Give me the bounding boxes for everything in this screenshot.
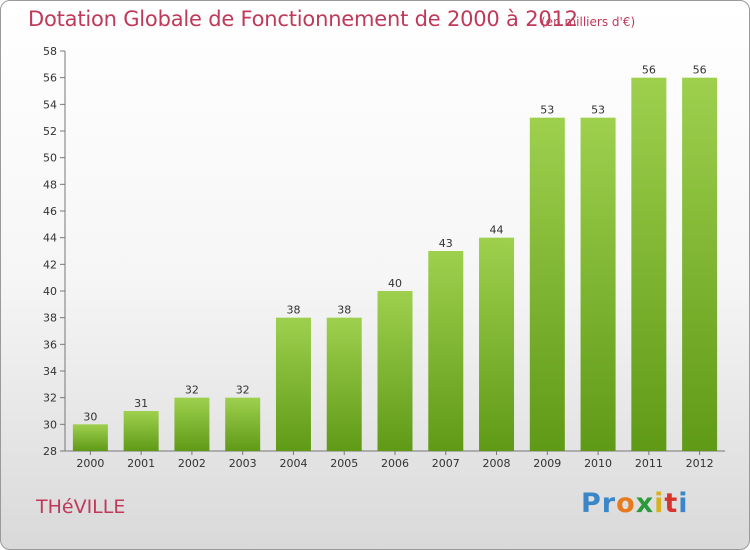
x-tick-label: 2009	[533, 457, 561, 470]
y-tick-label: 32	[43, 392, 57, 405]
y-tick-label: 48	[43, 178, 57, 191]
y-tick-label: 34	[43, 365, 57, 378]
bar-value-label: 38	[286, 304, 300, 317]
logo-letter: i	[678, 488, 689, 519]
x-tick-label: 2010	[584, 457, 612, 470]
x-tick-label: 2002	[178, 457, 206, 470]
bar-value-label: 44	[490, 224, 504, 237]
bar	[529, 117, 565, 452]
y-tick-label: 36	[43, 338, 57, 351]
bar	[72, 424, 108, 451]
bar-value-label: 38	[337, 304, 351, 317]
y-tick-label: 38	[43, 312, 57, 325]
logo-letter: i	[654, 488, 665, 519]
x-tick-label: 2008	[483, 457, 511, 470]
bar-value-label: 40	[388, 277, 402, 290]
x-tick-label: 2011	[635, 457, 663, 470]
logo-letter: o	[616, 488, 636, 519]
y-tick-label: 54	[43, 98, 57, 111]
bar-value-label: 32	[185, 384, 199, 397]
x-tick-label: 2006	[381, 457, 409, 470]
logo-letter: x	[635, 488, 655, 519]
y-tick-label: 44	[43, 232, 57, 245]
bar-value-label: 43	[439, 237, 453, 250]
bar-value-label: 30	[83, 410, 97, 423]
x-tick-label: 2000	[76, 457, 104, 470]
x-tick-label: 2012	[686, 457, 714, 470]
x-tick-label: 2003	[229, 457, 257, 470]
y-tick-label: 30	[43, 418, 57, 431]
bar	[123, 411, 159, 451]
bar	[479, 237, 515, 451]
bar	[326, 317, 362, 451]
bar	[682, 77, 718, 452]
y-tick-label: 56	[43, 72, 57, 85]
logo-letter: r	[601, 488, 617, 519]
y-tick-label: 46	[43, 205, 57, 218]
chart-title: Dotation Globale de Fonctionnement de 20…	[28, 7, 578, 31]
x-tick-label: 2004	[279, 457, 307, 470]
bar-value-label: 32	[236, 384, 250, 397]
y-tick-label: 40	[43, 285, 57, 298]
y-tick-label: 58	[43, 45, 57, 58]
y-tick-label: 52	[43, 125, 57, 138]
bar	[428, 251, 464, 451]
bar-value-label: 56	[693, 64, 707, 77]
bar-value-label: 53	[591, 104, 605, 117]
logo-letter: t	[664, 488, 679, 519]
x-tick-label: 2005	[330, 457, 358, 470]
bar-value-label: 31	[134, 397, 148, 410]
bar	[377, 291, 413, 451]
y-tick-label: 42	[43, 258, 57, 271]
bar	[580, 117, 616, 452]
proxiti-logo: Proxiti	[581, 488, 689, 519]
bar-value-label: 53	[540, 104, 554, 117]
logo-letter: P	[581, 488, 602, 519]
bar	[225, 397, 261, 451]
bar	[174, 397, 210, 451]
y-tick-label: 50	[43, 152, 57, 165]
x-tick-label: 2001	[127, 457, 155, 470]
x-tick-label: 2007	[432, 457, 460, 470]
bar-value-label: 56	[642, 64, 656, 77]
commune-name: THéVILLE	[36, 496, 126, 518]
bar	[631, 77, 667, 452]
chart-unit: (en milliers d'€)	[541, 15, 636, 29]
y-tick-label: 28	[43, 445, 57, 458]
bar	[275, 317, 311, 451]
